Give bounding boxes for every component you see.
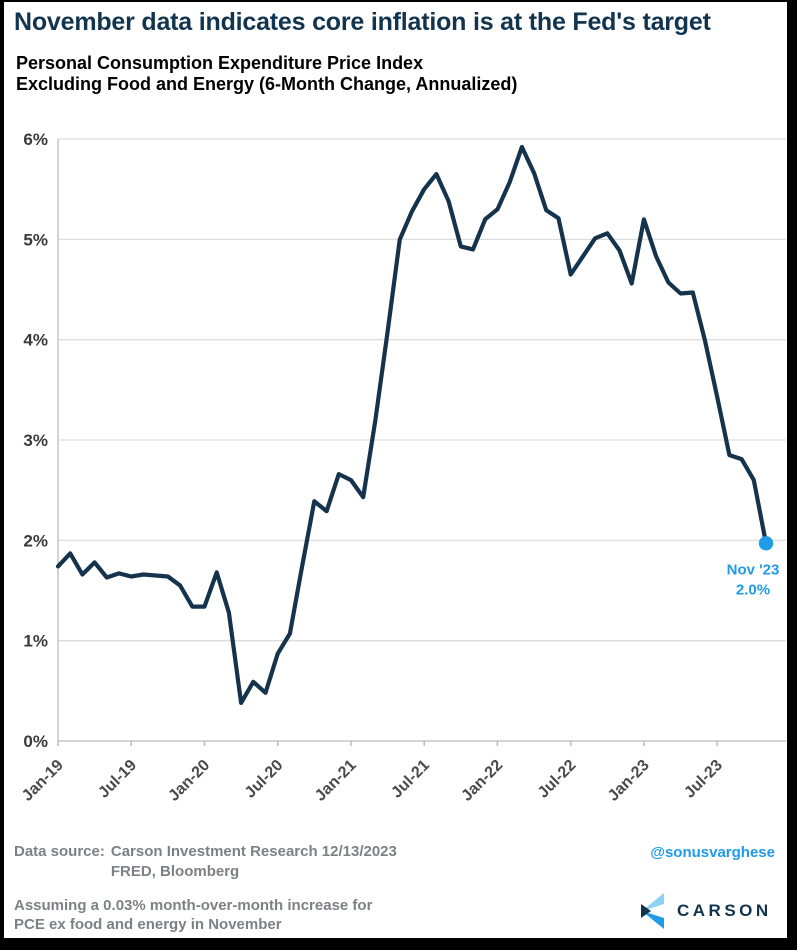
y-axis-tick-label: 4% bbox=[23, 331, 48, 350]
logo-top-triangle bbox=[642, 893, 664, 911]
last-point-marker bbox=[758, 536, 774, 551]
y-axis-tick-label: 5% bbox=[23, 230, 48, 249]
y-axis-tick-label: 2% bbox=[23, 531, 48, 550]
x-axis-tick-label: Jan-22 bbox=[458, 757, 506, 805]
x-axis-tick-label: Jul-19 bbox=[95, 757, 140, 802]
y-axis-tick-label: 3% bbox=[23, 431, 48, 450]
y-axis-tick-label: 6% bbox=[23, 130, 48, 149]
data-source: Data source: Carson Investment Research … bbox=[14, 842, 397, 882]
carson-logo-text: CARSON bbox=[677, 901, 772, 920]
subtitle-line-2: Excluding Food and Energy (6-Month Chang… bbox=[16, 74, 518, 94]
twitter-handle[interactable]: @sonusvarghese bbox=[650, 844, 775, 861]
annotation-value: 2.0% bbox=[736, 581, 770, 598]
y-axis-tick-label: 0% bbox=[23, 732, 48, 751]
pce-line-series bbox=[55, 144, 769, 706]
x-axis-tick-label: Jul-21 bbox=[388, 757, 433, 802]
logo-arrow-triangle bbox=[641, 904, 651, 918]
x-axis-tick-label: Jul-22 bbox=[535, 757, 580, 802]
chart-subtitle: Personal Consumption Expenditure Price I… bbox=[16, 53, 517, 95]
x-axis-tick-label: Jul-23 bbox=[681, 757, 726, 802]
x-axis-tick-label: Jan-20 bbox=[165, 757, 213, 805]
logo-bottom-triangle bbox=[642, 911, 664, 929]
footnote-line-2: PCE ex food and energy in November bbox=[14, 916, 282, 933]
x-axis-tick-label: Jul-20 bbox=[242, 757, 287, 802]
annotation-date: Nov '23 bbox=[727, 561, 780, 578]
x-axis-tick-label: Jan-23 bbox=[605, 757, 653, 805]
data-source-line-1: Carson Investment Research 12/13/2023 bbox=[110, 843, 397, 860]
data-source-label: Data source: bbox=[14, 843, 105, 860]
carson-logo-icon bbox=[641, 893, 664, 929]
data-source-lines: Carson Investment Research 12/13/2023 FR… bbox=[111, 842, 397, 882]
carson-logo: CARSON bbox=[638, 893, 772, 929]
y-axis-tick-label: 1% bbox=[23, 632, 48, 651]
data-source-line-2: FRED, Bloomberg bbox=[110, 863, 240, 880]
footnote: Assuming a 0.03% month-over-month increa… bbox=[14, 896, 372, 934]
page-title: November data indicates core inflation i… bbox=[14, 8, 711, 36]
subtitle-line-1: Personal Consumption Expenditure Price I… bbox=[16, 53, 424, 73]
x-axis-tick-label: Jan-21 bbox=[312, 757, 360, 805]
footnote-line-1: Assuming a 0.03% month-over-month increa… bbox=[14, 897, 373, 914]
x-axis-tick-label: Jan-19 bbox=[19, 757, 67, 805]
